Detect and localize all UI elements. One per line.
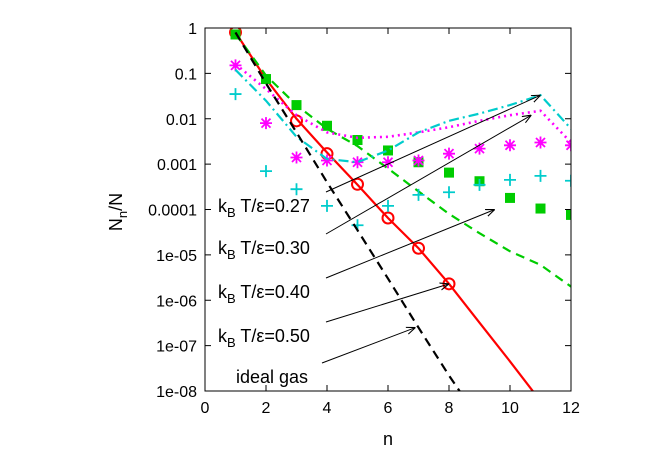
series-k-b-t-0-27 — [229, 69, 571, 232]
data-point — [534, 136, 547, 149]
data-point — [382, 199, 394, 212]
annotation-arrow — [321, 328, 415, 364]
data-point — [351, 177, 364, 191]
y-axis-title-main: N — [106, 218, 126, 231]
data-point — [565, 174, 571, 187]
data-point — [504, 139, 516, 152]
y-axis-title-sub: n — [115, 211, 130, 218]
annotation: kB T/ε=0.30 — [218, 115, 531, 262]
data-point — [352, 135, 363, 146]
data-point — [290, 151, 303, 164]
annotation-label: kB T/ε=0.50 — [218, 326, 310, 350]
data-point — [566, 209, 571, 220]
y-tick-label: 1e-06 — [156, 293, 197, 310]
annotation-arrow — [325, 95, 541, 193]
y-tick-label: 0.0001 — [148, 203, 197, 220]
data-point — [505, 192, 515, 203]
y-tick-label: 1 — [188, 21, 197, 38]
data-point — [322, 120, 332, 131]
series-line — [234, 63, 571, 144]
data-point — [383, 145, 393, 156]
data-point — [351, 156, 364, 169]
annotation: ideal gas — [236, 328, 415, 387]
y-tick-label: 0.1 — [175, 66, 197, 83]
y-tick-label: 0.001 — [157, 157, 197, 174]
data-point — [443, 147, 455, 160]
x-tick-label: 12 — [562, 400, 580, 417]
x-tick-label: 4 — [323, 400, 332, 417]
y-tick-label: 1e-08 — [156, 384, 197, 401]
y-tick-label: 0.01 — [166, 112, 197, 129]
annotation-arrow — [325, 115, 531, 235]
series-k-b-t-0-30 — [229, 59, 571, 169]
annotation-label: ideal gas — [236, 367, 308, 387]
x-tick-label: 8 — [445, 400, 454, 417]
data-point — [261, 74, 271, 85]
plot-annotations-layer: kB T/ε=0.27 kB T/ε=0.30 kB T/ε=0.40 kB T/ε=… — [218, 95, 541, 387]
annotation-label: kB T/ε=0.30 — [218, 238, 310, 262]
x-axis: 0 2 4 6 8 10 12 — [201, 28, 580, 417]
data-point — [504, 173, 516, 186]
data-point — [229, 88, 242, 101]
data-point — [229, 59, 242, 72]
series-line — [234, 31, 535, 391]
annotation: kB T/ε=0.27 — [218, 95, 541, 220]
x-tick-label: 0 — [201, 400, 210, 417]
annotation: kB T/ε=0.40 — [218, 210, 495, 306]
data-point — [290, 183, 303, 196]
x-axis-title: n — [383, 429, 393, 449]
data-point — [382, 156, 394, 169]
data-point — [534, 169, 547, 182]
data-point — [260, 165, 272, 178]
data-point — [381, 211, 395, 225]
data-point — [412, 154, 425, 167]
annotation-label: kB T/ε=0.27 — [218, 196, 310, 220]
data-point — [321, 199, 333, 212]
data-point — [260, 117, 272, 130]
y-axis-title: Nn/N — [106, 193, 130, 231]
annotation-arrow — [325, 210, 495, 279]
data-point — [412, 188, 425, 201]
y-axis: 1 0.1 0.01 0.001 0.0001 1e-05 1e-06 1e-07 1e-08 — [148, 21, 571, 401]
plot-series-layer — [229, 28, 571, 391]
x-tick-label: 2 — [262, 400, 271, 417]
x-tick-label: 10 — [501, 400, 519, 417]
series-line — [234, 31, 461, 391]
annotation-arrow — [325, 284, 449, 323]
y-tick-label: 1e-07 — [156, 339, 197, 356]
data-point — [473, 178, 486, 191]
x-tick-label: 6 — [384, 400, 393, 417]
annotation: kB T/ε=0.50 — [218, 284, 449, 350]
series-ideal-gas — [234, 31, 461, 391]
data-point — [444, 167, 454, 178]
annotation-label: kB T/ε=0.40 — [218, 282, 310, 306]
data-point — [412, 241, 425, 255]
series-line — [234, 69, 571, 164]
data-point — [535, 203, 546, 214]
y-axis-title-rest: /N — [106, 193, 126, 211]
data-point — [291, 100, 302, 111]
data-point — [321, 154, 333, 167]
data-point — [473, 142, 486, 155]
data-point — [443, 186, 455, 199]
y-tick-label: 1e-05 — [156, 248, 197, 265]
